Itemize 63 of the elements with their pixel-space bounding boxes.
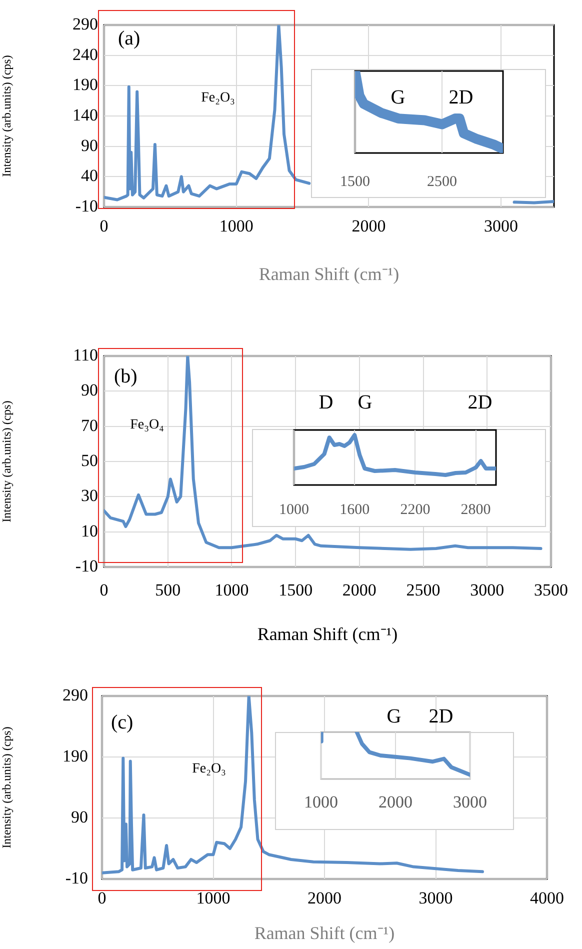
x-tick-label: 1000 xyxy=(279,502,309,518)
y-axis-title: Intensity (arb.units) (cps) xyxy=(0,726,14,848)
x-tick-label: 2000 xyxy=(342,580,376,600)
y-tick-label: 110 xyxy=(73,345,98,364)
y-tick-label: 240 xyxy=(72,44,98,64)
annotation: 2D xyxy=(468,391,492,414)
y-tick-label: 30 xyxy=(81,486,98,506)
annotation: Fe₂O₃ xyxy=(192,762,226,777)
annotation: (a) xyxy=(118,27,140,50)
x-tick-label: 2500 xyxy=(427,174,458,190)
x-tick-label: 3000 xyxy=(470,580,504,600)
x-tick-label: 3500 xyxy=(534,580,568,600)
x-axis-title: Raman Shift (cm⁻¹) xyxy=(258,264,400,284)
annotation: 2D xyxy=(448,86,474,108)
y-tick-label: -10 xyxy=(75,556,98,576)
y-tick-label: 140 xyxy=(72,105,98,124)
y-tick-label: -10 xyxy=(65,868,88,888)
x-tick-label: 1000 xyxy=(214,580,249,600)
y-tick-label: 90 xyxy=(81,136,98,155)
x-tick-label: 500 xyxy=(155,580,181,600)
x-tick-label: 1600 xyxy=(340,502,370,518)
x-tick-label: 2200 xyxy=(400,502,430,518)
y-tick-label: 290 xyxy=(62,685,88,704)
x-tick-label: 1000 xyxy=(219,216,254,236)
y-tick-label: 40 xyxy=(81,166,98,186)
y-tick-label: 70 xyxy=(81,416,98,435)
annotation: (b) xyxy=(114,365,138,388)
y-tick-label: 50 xyxy=(81,450,98,470)
x-tick-label: 2500 xyxy=(406,580,440,600)
x-tick-label: 1500 xyxy=(340,174,370,190)
y-tick-label: 290 xyxy=(72,14,98,34)
x-tick-label: 2000 xyxy=(308,888,342,908)
annotation: 2D xyxy=(428,705,454,728)
x-tick-label: 2000 xyxy=(378,792,412,812)
x-axis-title: Raman Shift (cm⁻¹) xyxy=(254,922,395,943)
annotation: G xyxy=(386,705,402,728)
annotation: (c) xyxy=(111,711,134,734)
annotation: G xyxy=(358,391,372,414)
x-tick-label: 1000 xyxy=(196,888,230,908)
x-tick-label: 1000 xyxy=(304,792,338,812)
y-tick-label: 190 xyxy=(72,75,98,94)
annotation: Fe₃O₄ xyxy=(130,418,164,433)
x-tick-label: 3000 xyxy=(453,792,487,812)
x-tick-label: 0 xyxy=(98,888,106,908)
y-tick-label: 190 xyxy=(62,746,88,766)
annotation: G xyxy=(390,86,406,108)
x-tick-label: 1500 xyxy=(278,580,313,600)
x-tick-label: 0 xyxy=(100,216,108,236)
annotation: Fe₂O₃ xyxy=(201,90,236,106)
x-tick-label: 4000 xyxy=(530,888,564,908)
x-tick-label: 3000 xyxy=(418,888,453,908)
annotation: D xyxy=(318,391,334,414)
y-axis-title: Intensity (arb.units) (cps) xyxy=(0,400,14,522)
x-tick-label: 0 xyxy=(100,580,108,600)
x-tick-label: 2000 xyxy=(352,216,386,236)
y-tick-label: 90 xyxy=(71,807,88,826)
y-tick-label: -10 xyxy=(75,196,98,216)
x-axis-title: Raman Shift (cm⁻¹) xyxy=(257,624,398,644)
x-tick-label: 2800 xyxy=(460,502,491,518)
y-tick-label: 10 xyxy=(81,521,98,540)
y-axis-title: Intensity (arb.units) (cps) xyxy=(0,55,14,177)
x-tick-label: 3000 xyxy=(484,216,518,236)
y-tick-label: 90 xyxy=(81,380,98,400)
